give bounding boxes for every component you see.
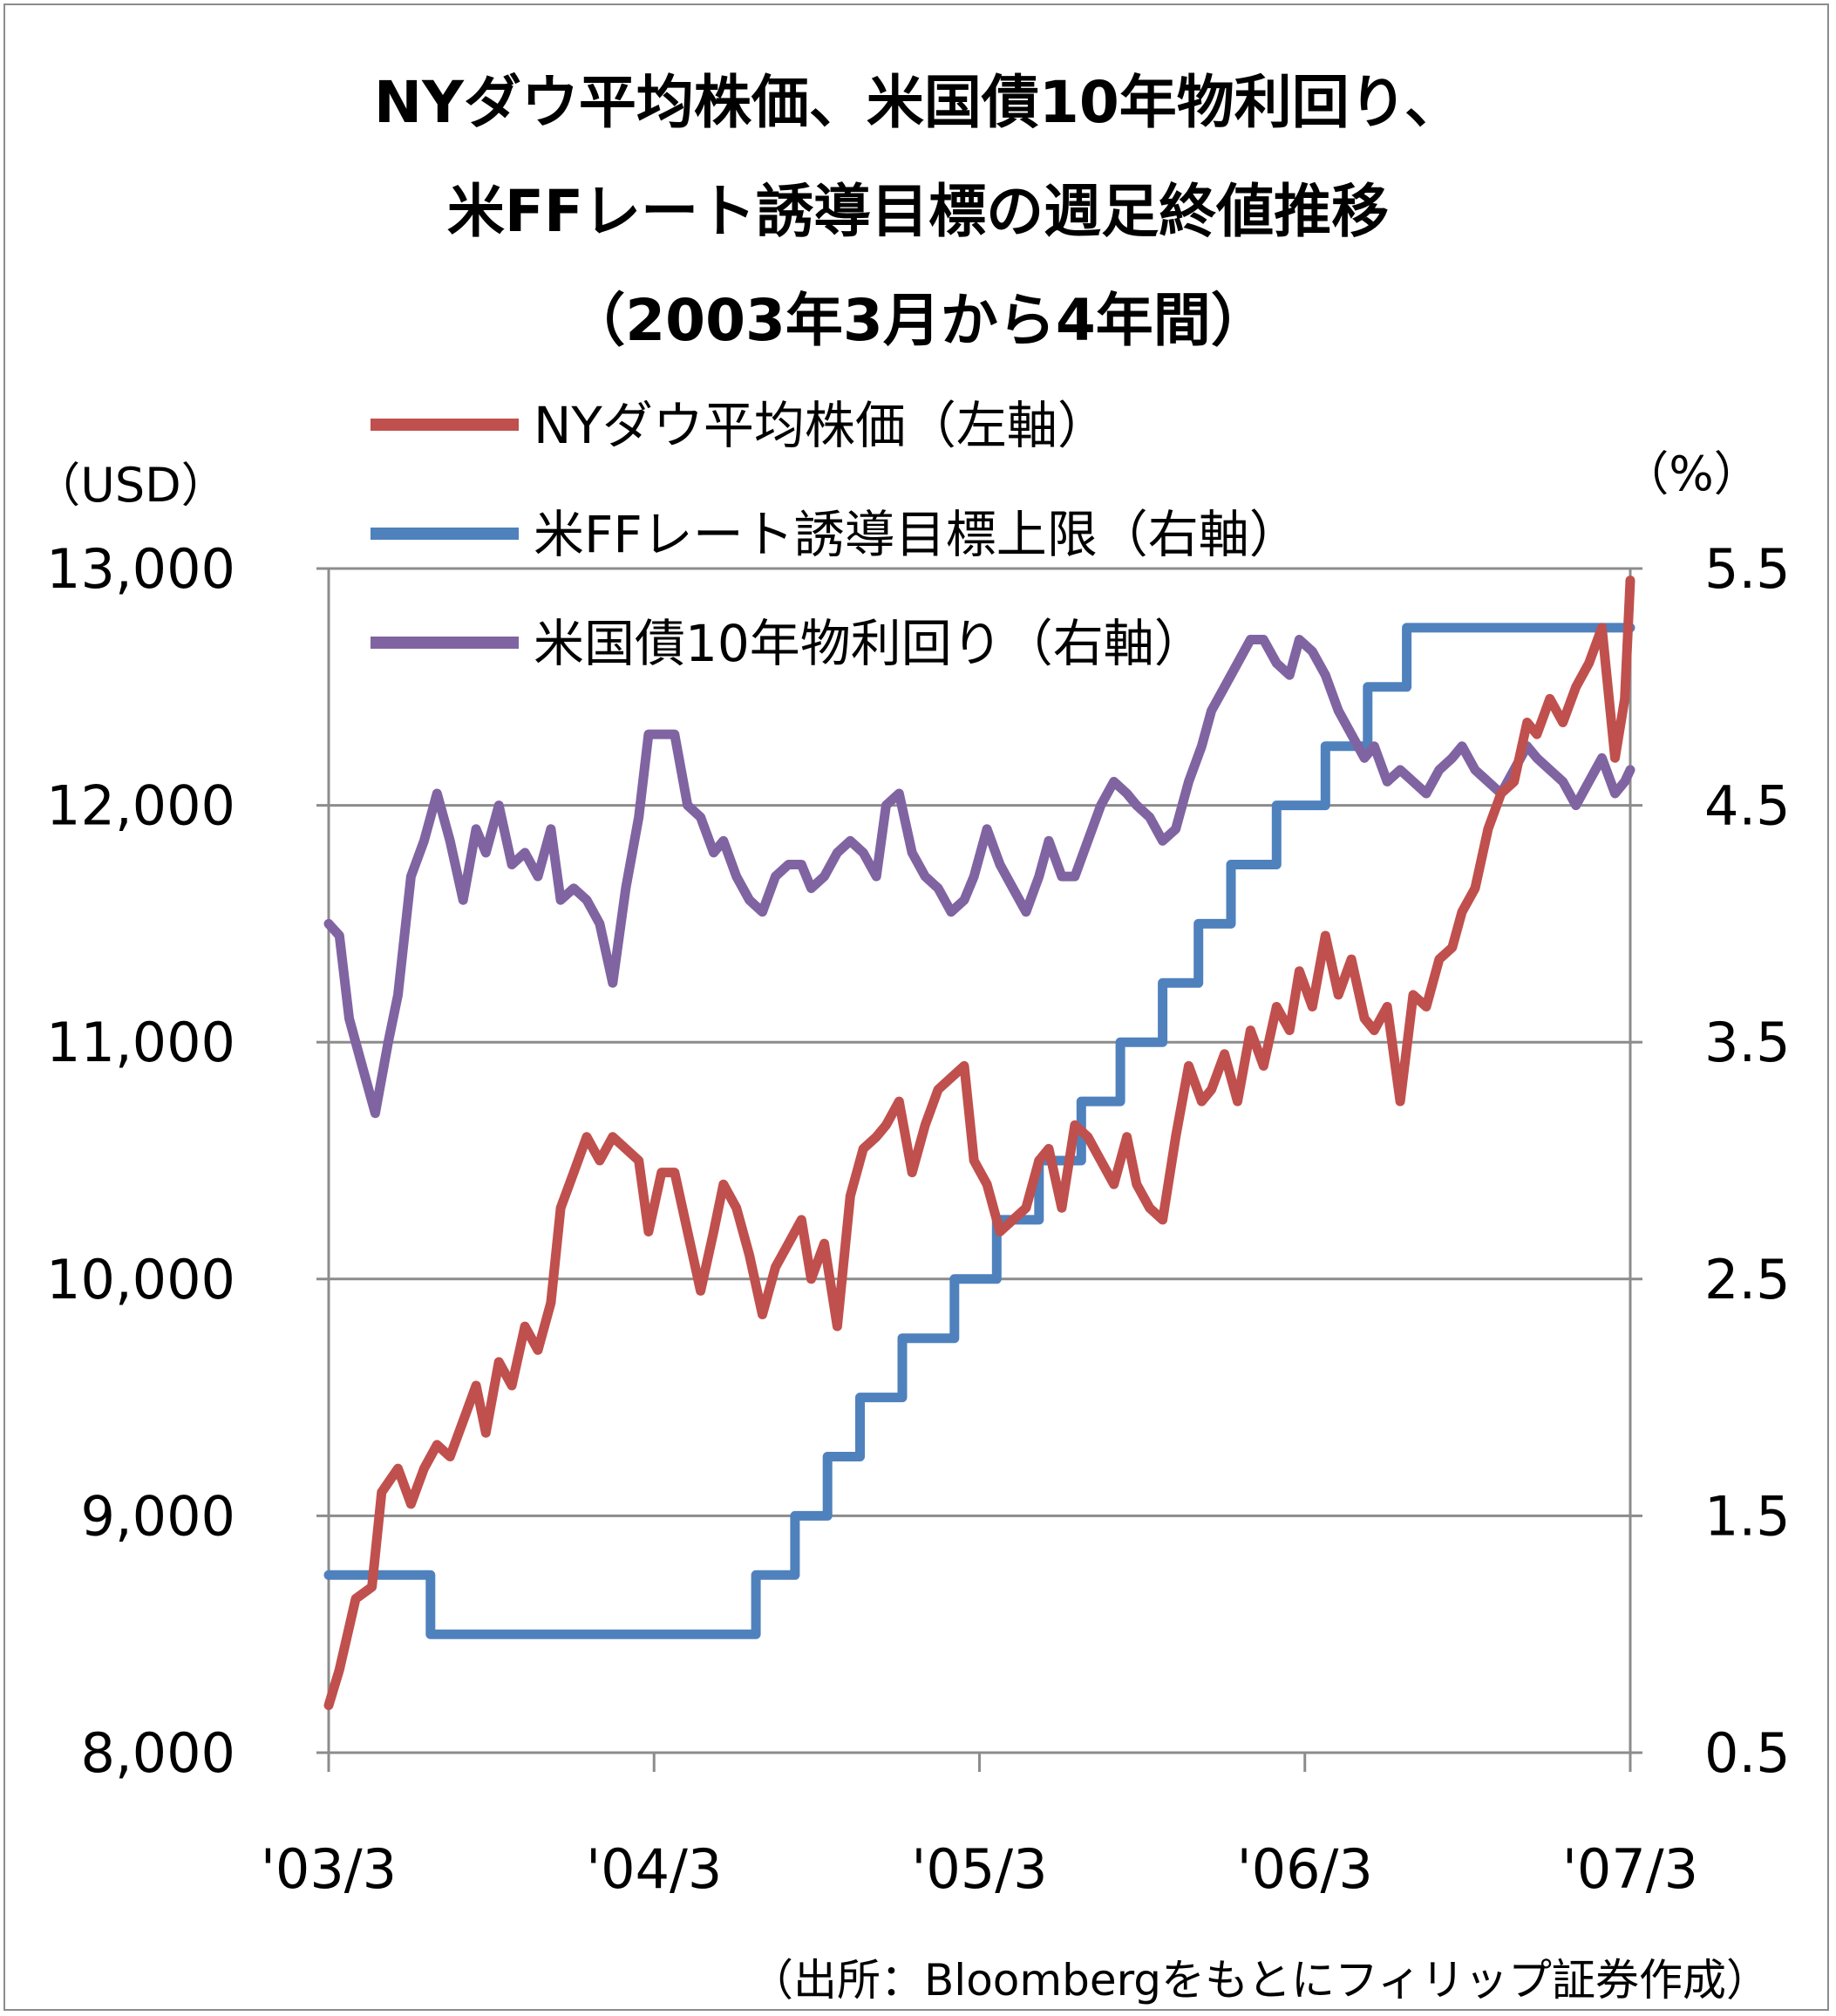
right-axis-unit: （%）	[1622, 446, 1760, 501]
right-axis-ticks: 0.5 1.5 2.5 3.5 4.5 5.5	[1630, 537, 1791, 1785]
source-note: （出所：Bloombergをもとにフィリップ証券作成）	[750, 1955, 1770, 2006]
legend-label-ff: 米FFレート誘導目標上限（右軸）	[534, 505, 1300, 564]
left-tick-label-1: 9,000	[81, 1484, 236, 1548]
axes	[327, 569, 1632, 1754]
x-tick-label-2: '05/3	[911, 1837, 1047, 1901]
left-axis-ticks: 8,000 9,000 10,000 11,000 12,000 13,000	[46, 537, 329, 1785]
series-line-ust10	[323, 635, 1635, 1119]
right-tick-label-3: 3.5	[1704, 1011, 1791, 1074]
series-lines	[323, 576, 1635, 1711]
left-tick-label-2: 10,000	[46, 1248, 235, 1311]
right-tick-label-4: 4.5	[1704, 774, 1791, 838]
x-tick-label-4: '07/3	[1562, 1837, 1698, 1901]
series-line-dow	[323, 576, 1635, 1711]
left-tick-label-0: 8,000	[81, 1721, 236, 1785]
legend-label-ust10: 米国債10年物利回り（右軸）	[534, 614, 1205, 673]
right-tick-label-0: 0.5	[1704, 1721, 1791, 1785]
right-tick-label-2: 2.5	[1704, 1248, 1791, 1311]
chart-title-line-2: 米FFレート誘導目標の週足終値推移	[447, 178, 1389, 245]
left-tick-label-5: 13,000	[46, 537, 235, 601]
left-tick-label-3: 11,000	[46, 1011, 235, 1074]
right-tick-label-5: 5.5	[1704, 537, 1791, 601]
left-tick-label-4: 12,000	[46, 774, 235, 838]
right-tick-label-1: 1.5	[1704, 1484, 1791, 1548]
x-tick-label-3: '06/3	[1237, 1837, 1373, 1901]
chart-frame	[3, 3, 1829, 2011]
left-axis-unit: （USD）	[33, 458, 228, 513]
legend: NYダウ平均株価（左軸） 米FFレート誘導目標上限（右軸） 米国債10年物利回り…	[371, 396, 1300, 673]
series-line-ff	[323, 623, 1635, 1639]
chart-title-line-3: （2003年3月から4年間）	[568, 287, 1268, 354]
gridlines	[329, 567, 1630, 1517]
x-axis-ticks: '03/3 '04/3 '05/3 '06/3 '07/3	[261, 1753, 1698, 1901]
x-tick-label-0: '03/3	[261, 1837, 397, 1901]
legend-label-dow: NYダウ平均株価（左軸）	[534, 396, 1108, 455]
x-tick-label-1: '04/3	[586, 1837, 722, 1901]
chart-title-line-1: NYダウ平均株価、米国債10年物利回り、	[374, 69, 1462, 136]
